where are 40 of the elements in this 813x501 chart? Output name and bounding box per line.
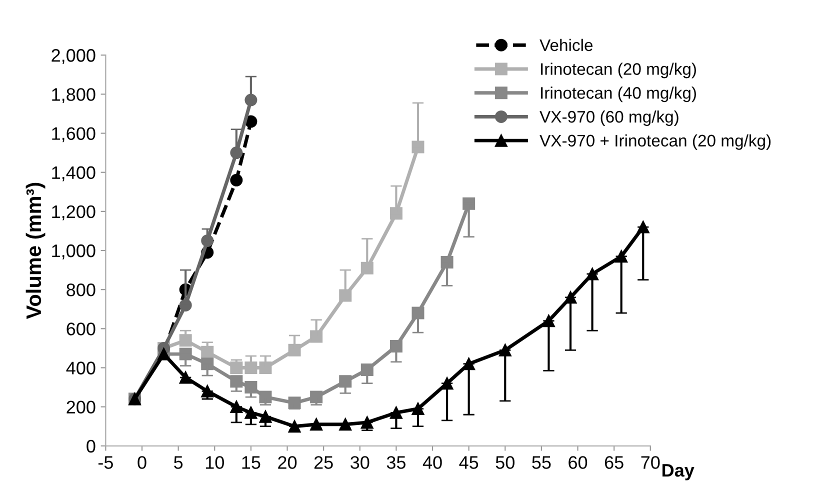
y-tick-label: 1,800 — [52, 88, 96, 104]
legend-label: Irinotecan (20 mg/kg) — [541, 62, 696, 78]
legend-label: Vehicle — [540, 38, 593, 52]
x-tick-label: 20 — [278, 456, 297, 469]
x-tick-label: 70 — [641, 456, 660, 469]
x-tick-label: 50 — [496, 456, 514, 469]
x-tick-label: 35 — [386, 456, 406, 469]
x-tick-label: 10 — [206, 456, 224, 469]
point — [310, 330, 323, 343]
x-tick-label: 65 — [604, 456, 624, 469]
x-tick-label: 30 — [350, 456, 370, 469]
legend-label: VX-970 (60 mg/kg) — [540, 110, 678, 126]
x-tick-label: 55 — [532, 456, 551, 469]
x-tick-label: 60 — [568, 456, 588, 469]
x-tick-label: 0 — [138, 456, 146, 469]
legend-label: Irinotecan (40 mg/kg) — [541, 86, 696, 102]
x-tick-label: 45 — [459, 456, 478, 469]
point — [310, 390, 323, 404]
y-tick-label: 400 — [66, 362, 96, 374]
point — [412, 306, 424, 320]
y-tick-label: 2,000 — [52, 49, 96, 64]
y-tick-label: 800 — [66, 284, 96, 296]
y-tick-label: 0 — [86, 440, 96, 453]
y-tick-label: 1,200 — [52, 205, 96, 220]
x-tick-label: 15 — [242, 456, 260, 469]
y-tick-label: 1,000 — [52, 244, 96, 260]
x-axis-title: Day — [662, 464, 694, 480]
x-tick-label: 5 — [174, 456, 183, 469]
y-tick-label: 200 — [66, 400, 96, 414]
point — [259, 390, 272, 404]
y-axis-title: Volume (mm³) — [26, 182, 46, 320]
legend-label: VX-970 + Irinotecan (20 mg/kg) — [540, 134, 771, 150]
y-tick-label: 600 — [66, 322, 96, 336]
point — [636, 220, 650, 234]
y-tick-label: 1,600 — [52, 127, 96, 142]
x-tick-label: -5 — [98, 456, 113, 469]
point — [230, 174, 243, 186]
y-tick-label: 1,400 — [52, 166, 96, 182]
x-tick-label: 25 — [314, 456, 333, 469]
x-tick-label: 40 — [422, 456, 442, 469]
